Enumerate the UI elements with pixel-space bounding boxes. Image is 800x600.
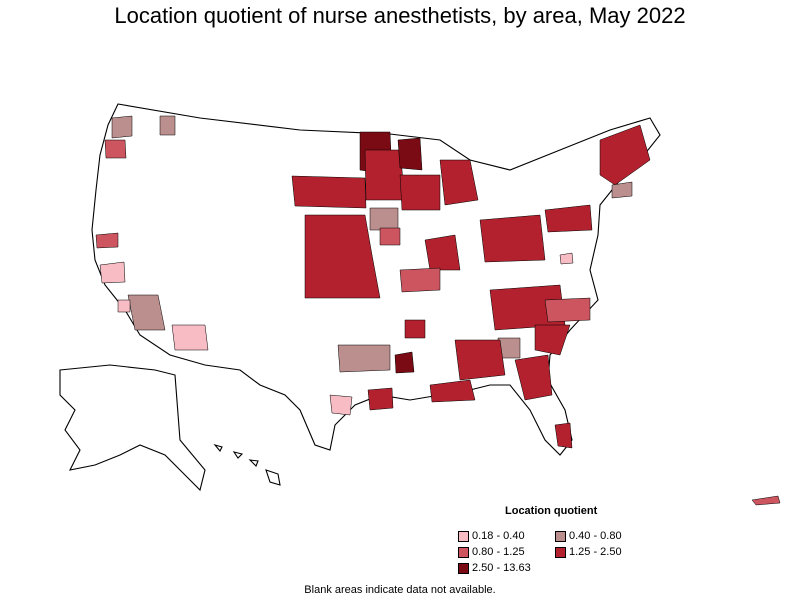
legend-label-3: 1.25 - 2.50: [569, 546, 622, 558]
legend-label-0: 0.18 - 0.40: [472, 530, 525, 542]
region-south-carolina: [534, 324, 571, 356]
legend-item-2: 0.80 - 1.25: [458, 546, 525, 558]
legend-item-4: 2.50 - 13.63: [458, 562, 531, 574]
region-pennsylvania: [544, 204, 593, 233]
region-illinois: [424, 234, 461, 271]
region-massachusetts: [611, 181, 633, 199]
region-louisiana: [367, 387, 394, 411]
legend-label-4: 2.50 - 13.63: [472, 562, 531, 574]
region-arizona-tucson: [171, 324, 209, 351]
legend-label-1: 0.40 - 0.80: [569, 530, 622, 542]
region-wisconsin: [399, 174, 441, 211]
region-new-england: [599, 124, 651, 186]
legend-swatch-2: [458, 546, 469, 558]
region-washington: [111, 115, 133, 139]
region-north-dakota: [291, 175, 367, 209]
alaska-outline: [59, 364, 206, 492]
region-florida-south: [554, 422, 573, 449]
legend-swatch-4: [458, 562, 469, 574]
legend-label-2: 0.80 - 1.25: [472, 546, 525, 558]
region-arkansas: [404, 319, 426, 339]
legend-item-1: 0.40 - 0.80: [555, 530, 622, 542]
region-iowa-east: [379, 227, 401, 246]
map-title: Location quotient of nurse anesthetists,…: [114, 3, 686, 28]
region-north-carolina: [544, 297, 591, 323]
region-gulf-coast: [394, 351, 415, 374]
region-maryland-dc: [559, 252, 574, 265]
legend-swatch-0: [458, 530, 469, 542]
footnote: Blank areas indicate data not available.: [304, 584, 496, 596]
region-michigan: [439, 159, 479, 206]
legend-item-3: 1.25 - 2.50: [555, 546, 622, 558]
region-california-central: [99, 261, 126, 284]
region-missouri: [399, 267, 441, 293]
hawaii-islands: [213, 443, 281, 486]
region-nebraska-kansas: [304, 214, 381, 299]
region-oregon: [104, 139, 127, 159]
legend-swatch-3: [555, 546, 566, 558]
region-texas-central: [329, 394, 353, 416]
region-florida-east: [514, 354, 553, 401]
region-ohio-indiana: [479, 214, 546, 263]
region-alabama-georgia: [454, 339, 506, 381]
region-florida-panhandle: [429, 379, 476, 403]
legend-title: Location quotient: [505, 505, 598, 517]
region-california-north: [95, 232, 119, 249]
puerto-rico-region: [751, 495, 781, 506]
region-iowa: [369, 207, 399, 231]
region-california-south: [117, 299, 131, 313]
legend-item-0: 0.18 - 0.40: [458, 530, 525, 542]
region-oklahoma-texas: [337, 344, 391, 373]
region-upper-michigan: [397, 137, 423, 171]
region-arizona-phoenix: [127, 294, 166, 331]
legend-swatch-1: [555, 530, 566, 542]
region-idaho: [159, 115, 176, 136]
